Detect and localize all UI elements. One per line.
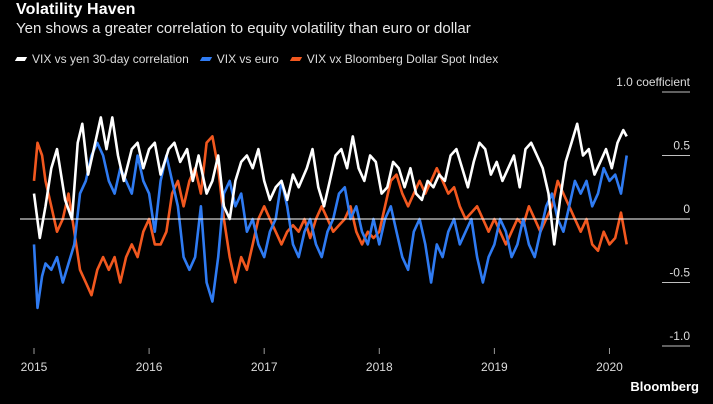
series-line-yen [32,116,628,246]
series-lines [32,116,628,310]
y-axis-gridlines [662,91,690,347]
chart-subtitle: Yen shows a greater correlation to equit… [16,20,471,37]
y-tick-label: -1.0 [669,329,690,343]
legend-label-dollar: VIX vx Bloomberg Dollar Spot Index [306,52,499,66]
y-tick-label: 1.0 coefficient [616,75,690,89]
legend-item-yen: VIX vs yen 30-day correlation [14,52,189,66]
x-tick-label: 2019 [481,360,508,374]
chart-title: Volatility Haven [16,1,136,18]
chart-legend: VIX vs yen 30-day correlation VIX vs eur… [14,52,499,66]
series-line-euro [32,141,628,310]
legend-item-dollar: VIX vx Bloomberg Dollar Spot Index [289,52,499,66]
x-tick-label: 2017 [251,360,278,374]
x-tick-label: 2015 [21,360,48,374]
x-axis-labels: 2015 2016 2017 2018 2019 2020 [21,348,623,374]
x-tick-label: 2020 [596,360,623,374]
y-tick-label: 0.5 [673,139,690,153]
x-tick-label: 2016 [136,360,163,374]
legend-item-euro: VIX vs euro [199,52,279,66]
x-tick-label: 2018 [366,360,393,374]
y-tick-label: -0.5 [669,266,690,280]
source-label: Bloomberg [630,379,699,394]
y-axis-labels: 1.0 coefficient 0.5 0 -0.5 -1.0 [616,75,690,343]
y-tick-label: 0 [683,202,690,216]
legend-label-euro: VIX vs euro [216,52,279,66]
legend-label-yen: VIX vs yen 30-day correlation [32,52,189,66]
